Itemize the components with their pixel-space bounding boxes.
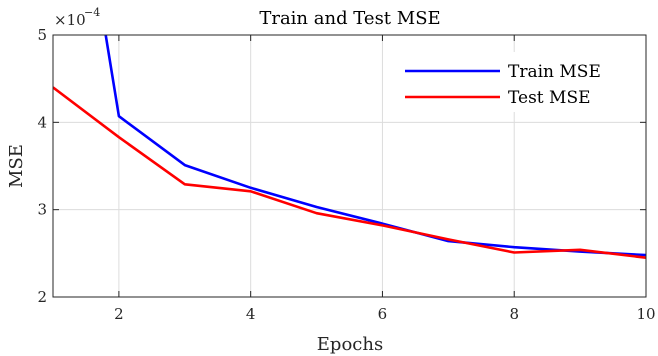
- chart-title: Train and Test MSE: [259, 8, 440, 29]
- x-axis-label: Epochs: [317, 334, 383, 355]
- y-tick-label: 3: [37, 201, 47, 219]
- x-tick-label: 6: [378, 305, 388, 323]
- y-tick-label: 5: [37, 26, 47, 44]
- x-tick-label: 2: [114, 305, 124, 323]
- plot-frame: [52, 34, 647, 298]
- legend-label: Train MSE: [508, 62, 601, 82]
- x-tick-label: 4: [246, 305, 256, 323]
- tick-labels: 2 4 6 8 10 2 3 4 5: [37, 26, 655, 323]
- exponent-multiplier: ×10: [54, 11, 86, 29]
- y-exponent-label: ×10 −4: [54, 6, 100, 29]
- x-tick-label: 8: [509, 305, 519, 323]
- exponent-power: −4: [84, 6, 100, 19]
- legend-label: Test MSE: [508, 88, 591, 108]
- y-axis-label: MSE: [6, 144, 27, 188]
- series-line-test-mse: [53, 86, 646, 259]
- x-tick-label: 10: [636, 305, 655, 323]
- legend: Train MSE Test MSE: [392, 52, 632, 112]
- y-tick-label: 2: [37, 288, 47, 306]
- ticks: [53, 34, 647, 298]
- y-tick-label: 4: [37, 113, 47, 131]
- series-lines: [53, 35, 646, 259]
- series-line-train-mse: [104, 35, 646, 257]
- legend-box: [392, 52, 632, 112]
